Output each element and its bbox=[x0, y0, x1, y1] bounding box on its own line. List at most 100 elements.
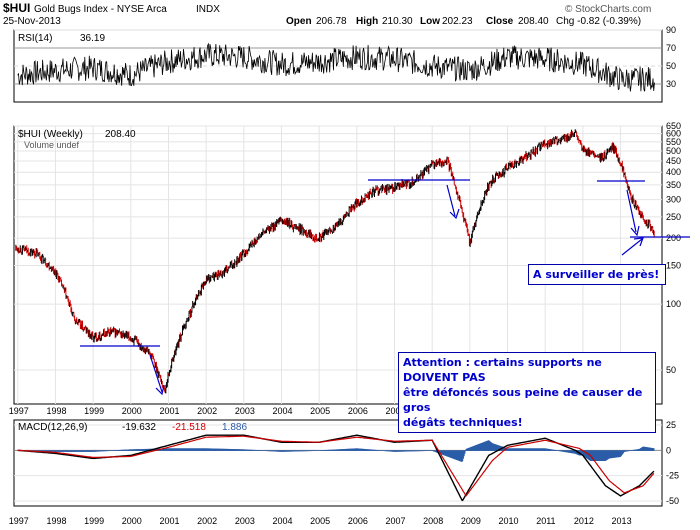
macd-hist-bar bbox=[135, 449, 138, 451]
macd-hist-bar bbox=[593, 450, 596, 461]
macd-hist-bar bbox=[485, 441, 487, 451]
price-tick-label: 450 bbox=[666, 156, 681, 166]
signal-value: -21.518 bbox=[172, 422, 206, 433]
macd-hist-bar bbox=[280, 450, 283, 452]
macd-hist-bar bbox=[359, 448, 361, 451]
macd-hist-bar bbox=[648, 447, 650, 451]
macd-hist-bar bbox=[199, 448, 201, 451]
macd-hist-bar bbox=[586, 450, 588, 459]
macd-hist-bar bbox=[456, 450, 459, 461]
year-tick-label: 2003 bbox=[235, 406, 255, 416]
macd-hist-bar bbox=[333, 449, 335, 451]
macd-hist-bar bbox=[509, 448, 511, 451]
macd-hist-bar bbox=[383, 450, 385, 452]
macd-hist-bar bbox=[112, 450, 115, 451]
macd-hist-bar bbox=[54, 450, 57, 452]
macd-hist-bar bbox=[175, 448, 177, 451]
macd-hist-bar bbox=[429, 450, 431, 451]
macd-hist-bar bbox=[572, 450, 574, 454]
macd-hist-bar bbox=[375, 449, 377, 451]
macd-hist-bar bbox=[315, 450, 317, 451]
macd-hist-bar bbox=[619, 450, 622, 457]
macd-hist-bar bbox=[297, 450, 299, 452]
macd-hist-bar bbox=[79, 450, 81, 452]
macd-hist-bar bbox=[204, 448, 207, 451]
macd-hist-bar bbox=[374, 449, 376, 451]
macd-hist-bar bbox=[621, 450, 623, 455]
macd-hist-bar bbox=[448, 450, 450, 458]
rsi-tick-label: 30 bbox=[666, 79, 676, 89]
macd-hist-bar bbox=[261, 450, 263, 451]
macd-hist-bar bbox=[391, 450, 393, 452]
macd-hist-bar bbox=[363, 448, 365, 451]
macd-hist-bar bbox=[322, 450, 325, 451]
macd-hist-bar bbox=[419, 450, 421, 452]
macd-hist-bar bbox=[333, 449, 335, 451]
watch-text: A surveiller de près! bbox=[533, 268, 660, 281]
macd-hist-bar bbox=[348, 448, 351, 451]
macd-hist-bar bbox=[279, 450, 281, 452]
low-label: Low bbox=[420, 16, 440, 27]
macd-hist-bar bbox=[188, 448, 190, 451]
macd-hist-bar bbox=[91, 450, 93, 452]
macd-hist-bar bbox=[517, 448, 519, 451]
macd-hist-bar bbox=[252, 449, 254, 451]
macd-hist-bar bbox=[320, 450, 322, 451]
macd-hist-bar bbox=[401, 450, 403, 452]
macd-hist-bar bbox=[625, 450, 627, 452]
high-label: High bbox=[356, 16, 378, 27]
macd-hist-bar bbox=[288, 450, 290, 452]
macd-hist-bar bbox=[606, 450, 608, 461]
macd-hist-bar bbox=[631, 450, 633, 451]
macd-hist-bar bbox=[114, 450, 117, 451]
macd-hist-bar bbox=[293, 450, 296, 452]
macd-hist-bar bbox=[540, 448, 542, 451]
macd-hist-bar bbox=[440, 450, 442, 455]
macd-hist-bar bbox=[91, 450, 93, 452]
macd-hist-bar bbox=[88, 450, 91, 452]
macd-hist-bar bbox=[538, 448, 541, 451]
macd-hist-bar bbox=[300, 450, 302, 452]
macd-hist-bar bbox=[519, 448, 521, 451]
macd-hist-bar bbox=[368, 449, 370, 451]
year-tick-label: 2006 bbox=[348, 406, 368, 416]
macd-hist-bar bbox=[454, 450, 456, 460]
macd-hist-bar bbox=[379, 450, 381, 451]
year-tick-label: 2013 bbox=[612, 516, 632, 526]
macd-hist-bar bbox=[77, 450, 79, 452]
macd-hist-bar bbox=[223, 448, 225, 451]
macd-hist-bar bbox=[491, 443, 493, 451]
macd-hist-bar bbox=[229, 448, 231, 451]
attention-line-2: être défoncés sous peine de causer de gr… bbox=[403, 386, 643, 414]
macd-hist-bar bbox=[465, 448, 467, 451]
macd-hist-bar bbox=[199, 448, 201, 451]
macd-hist-bar bbox=[70, 450, 72, 452]
macd-hist-bar bbox=[512, 448, 514, 451]
macd-hist-bar bbox=[544, 448, 546, 451]
macd-hist-bar bbox=[497, 445, 499, 451]
macd-hist-bar bbox=[53, 450, 55, 452]
macd-hist-bar bbox=[646, 447, 648, 451]
macd-hist-bar bbox=[622, 450, 625, 454]
macd-hist-bar bbox=[618, 450, 620, 458]
macd-hist-bar bbox=[331, 449, 333, 451]
macd-hist-bar bbox=[443, 450, 445, 456]
macd-hist-bar bbox=[309, 450, 312, 452]
macd-hist-bar bbox=[46, 450, 48, 452]
macd-hist-bar bbox=[527, 448, 529, 451]
macd-hist-bar bbox=[576, 450, 578, 455]
arrow-head-2008 bbox=[449, 208, 460, 220]
attention-line-3: dégâts techniques! bbox=[403, 416, 523, 429]
macd-hist-bar bbox=[404, 450, 406, 452]
macd-hist-bar bbox=[488, 440, 490, 451]
macd-hist-bar bbox=[241, 449, 243, 451]
macd-hist-bar bbox=[271, 450, 273, 452]
macd-hist-bar bbox=[596, 450, 598, 461]
macd-hist-bar bbox=[514, 448, 517, 451]
macd-hist-bar bbox=[164, 448, 166, 451]
macd-hist-bar bbox=[346, 448, 348, 451]
macd-hist-bar bbox=[341, 449, 343, 451]
macd-hist-bar bbox=[317, 450, 319, 451]
macd-hist-bar bbox=[86, 450, 88, 452]
macd-hist-bar bbox=[416, 450, 418, 452]
